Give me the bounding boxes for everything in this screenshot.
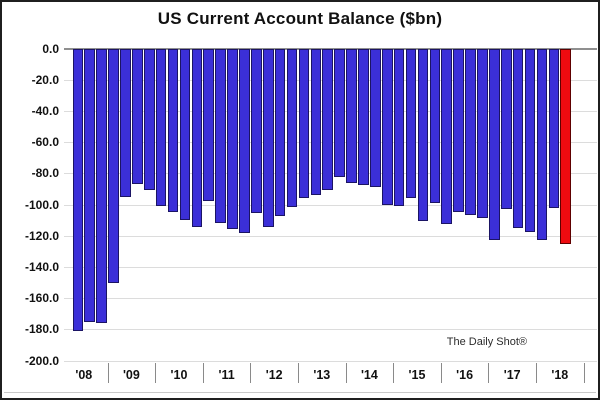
gridline--160.0 <box>64 298 597 300</box>
bar <box>239 49 250 233</box>
y-tick-label: 0.0 <box>42 41 59 56</box>
bar <box>215 49 226 224</box>
gridline--100.0 <box>64 204 597 206</box>
x-year-separator <box>488 363 490 383</box>
bar <box>524 49 536 232</box>
bar <box>381 49 393 205</box>
x-year-label: '08 <box>75 368 93 382</box>
bar <box>227 49 238 229</box>
y-tick-label: -200.0 <box>24 353 59 368</box>
x-year-separator <box>155 363 157 383</box>
chart-title: US Current Account Balance ($bn) <box>157 9 443 28</box>
x-year-separator <box>583 363 585 383</box>
bar <box>155 49 167 207</box>
x-year-label: '14 <box>360 368 378 382</box>
bar <box>298 49 310 199</box>
bar <box>179 49 191 221</box>
bar <box>358 49 369 185</box>
y-tick-label: -180.0 <box>24 322 59 337</box>
x-year-separator <box>298 363 299 383</box>
bar <box>322 49 334 190</box>
y-tick-label: -120.0 <box>24 228 59 243</box>
x-year-separator <box>202 363 204 383</box>
bar <box>310 49 322 196</box>
x-year-separator <box>536 363 537 383</box>
bar <box>167 49 179 212</box>
bar <box>512 49 524 228</box>
y-tick-label: -160.0 <box>24 291 59 306</box>
x-year-label: '13 <box>313 368 331 382</box>
x-year-label: '17 <box>503 368 521 382</box>
bar <box>489 49 500 240</box>
bar <box>143 49 155 191</box>
x-year-label: '09 <box>122 368 140 382</box>
x-year-label: '16 <box>456 368 474 382</box>
bar <box>203 49 215 202</box>
x-year-separator <box>345 363 347 383</box>
bar <box>370 49 381 187</box>
x-year-label: '18 <box>551 368 569 382</box>
bar <box>346 49 357 183</box>
bar <box>72 49 84 331</box>
bar <box>274 49 286 217</box>
bar <box>286 49 298 207</box>
bar <box>453 49 464 212</box>
bar <box>84 49 96 322</box>
gridline--140.0 <box>64 266 597 268</box>
x-axis-baseline <box>4 392 596 393</box>
bar <box>441 49 453 224</box>
y-tick-label: -140.0 <box>24 259 59 274</box>
bar <box>96 49 107 324</box>
bar <box>191 49 203 228</box>
y-tick-label: -20.0 <box>31 72 59 87</box>
bar <box>251 49 262 214</box>
bar <box>120 49 131 197</box>
x-year-label: '10 <box>170 368 188 382</box>
y-tick-label: -80.0 <box>31 166 59 181</box>
bar <box>262 49 274 228</box>
x-year-label: '11 <box>218 368 235 382</box>
bar <box>108 49 119 283</box>
y-tick-label: -60.0 <box>31 135 59 150</box>
x-year-separator <box>440 363 442 383</box>
gridline-0.0 <box>64 47 597 50</box>
bar <box>500 49 512 210</box>
bar <box>536 49 548 240</box>
gridline--200.0 <box>64 360 597 362</box>
bar <box>132 49 143 185</box>
bar <box>429 49 441 203</box>
bar <box>548 49 560 209</box>
x-year-separator <box>107 363 109 383</box>
watermark-daily-shot: The Daily Shot® <box>446 336 527 348</box>
gridline--120.0 <box>64 235 597 237</box>
x-year-separator <box>250 363 252 383</box>
bar <box>393 49 405 207</box>
bar-latest-highlighted <box>560 49 572 245</box>
bar <box>477 49 488 218</box>
bar <box>465 49 476 215</box>
x-year-label: '15 <box>408 368 426 382</box>
x-year-separator <box>393 363 395 383</box>
gridline--180.0 <box>64 329 597 331</box>
bar <box>417 49 429 221</box>
x-year-label: '12 <box>265 368 283 382</box>
bar <box>334 49 345 178</box>
y-tick-label: -40.0 <box>31 103 59 118</box>
y-tick-label: -100.0 <box>24 197 59 212</box>
bar <box>405 49 417 199</box>
